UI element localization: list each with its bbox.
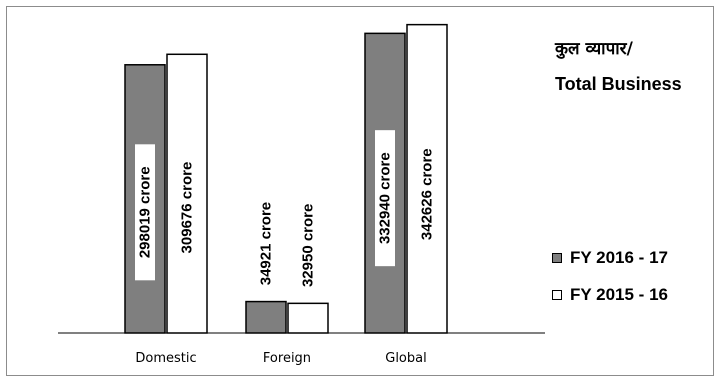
legend-item-series-2: FY 2015 - 16 — [552, 285, 668, 305]
data-label-foreign-series-1: 34921 crore — [258, 202, 275, 285]
bar-foreign-series-2 — [287, 302, 329, 334]
data-label-background — [135, 144, 155, 281]
chart-subtitle: Total Business — [555, 74, 682, 94]
bar-foreign-series-1 — [245, 300, 287, 334]
data-label-domestic-series-1: 298019 crore — [137, 166, 154, 258]
data-label-background — [375, 130, 395, 267]
x-tick-label-domestic: Domestic — [135, 351, 196, 366]
data-label-background — [177, 139, 197, 276]
data-label-foreign-series-2: 32950 crore — [300, 204, 317, 287]
legend-label-series-1: FY 2016 - 17 — [570, 248, 668, 267]
data-label-global-series-1: 332940 crore — [377, 152, 394, 244]
legend-swatch-series-2 — [552, 290, 562, 300]
plot-area: 298019 crore 309676 crore Domestic 34921 cr… — [58, 23, 545, 366]
legend-label-series-2: FY 2015 - 16 — [570, 285, 668, 304]
data-label-domestic-series-2: 309676 crore — [179, 162, 196, 254]
legend-item-series-1: FY 2016 - 17 — [552, 248, 668, 268]
x-tick-label-foreign: Foreign — [263, 351, 311, 366]
data-label-background — [417, 126, 437, 263]
x-tick-label-global: Global — [385, 351, 426, 366]
chart-frame — [6, 6, 714, 376]
data-label-global-series-2: 342626 crore — [419, 148, 436, 240]
legend-swatch-series-1 — [552, 253, 562, 263]
chart-title: कुल व्यापार/ — [555, 39, 633, 59]
